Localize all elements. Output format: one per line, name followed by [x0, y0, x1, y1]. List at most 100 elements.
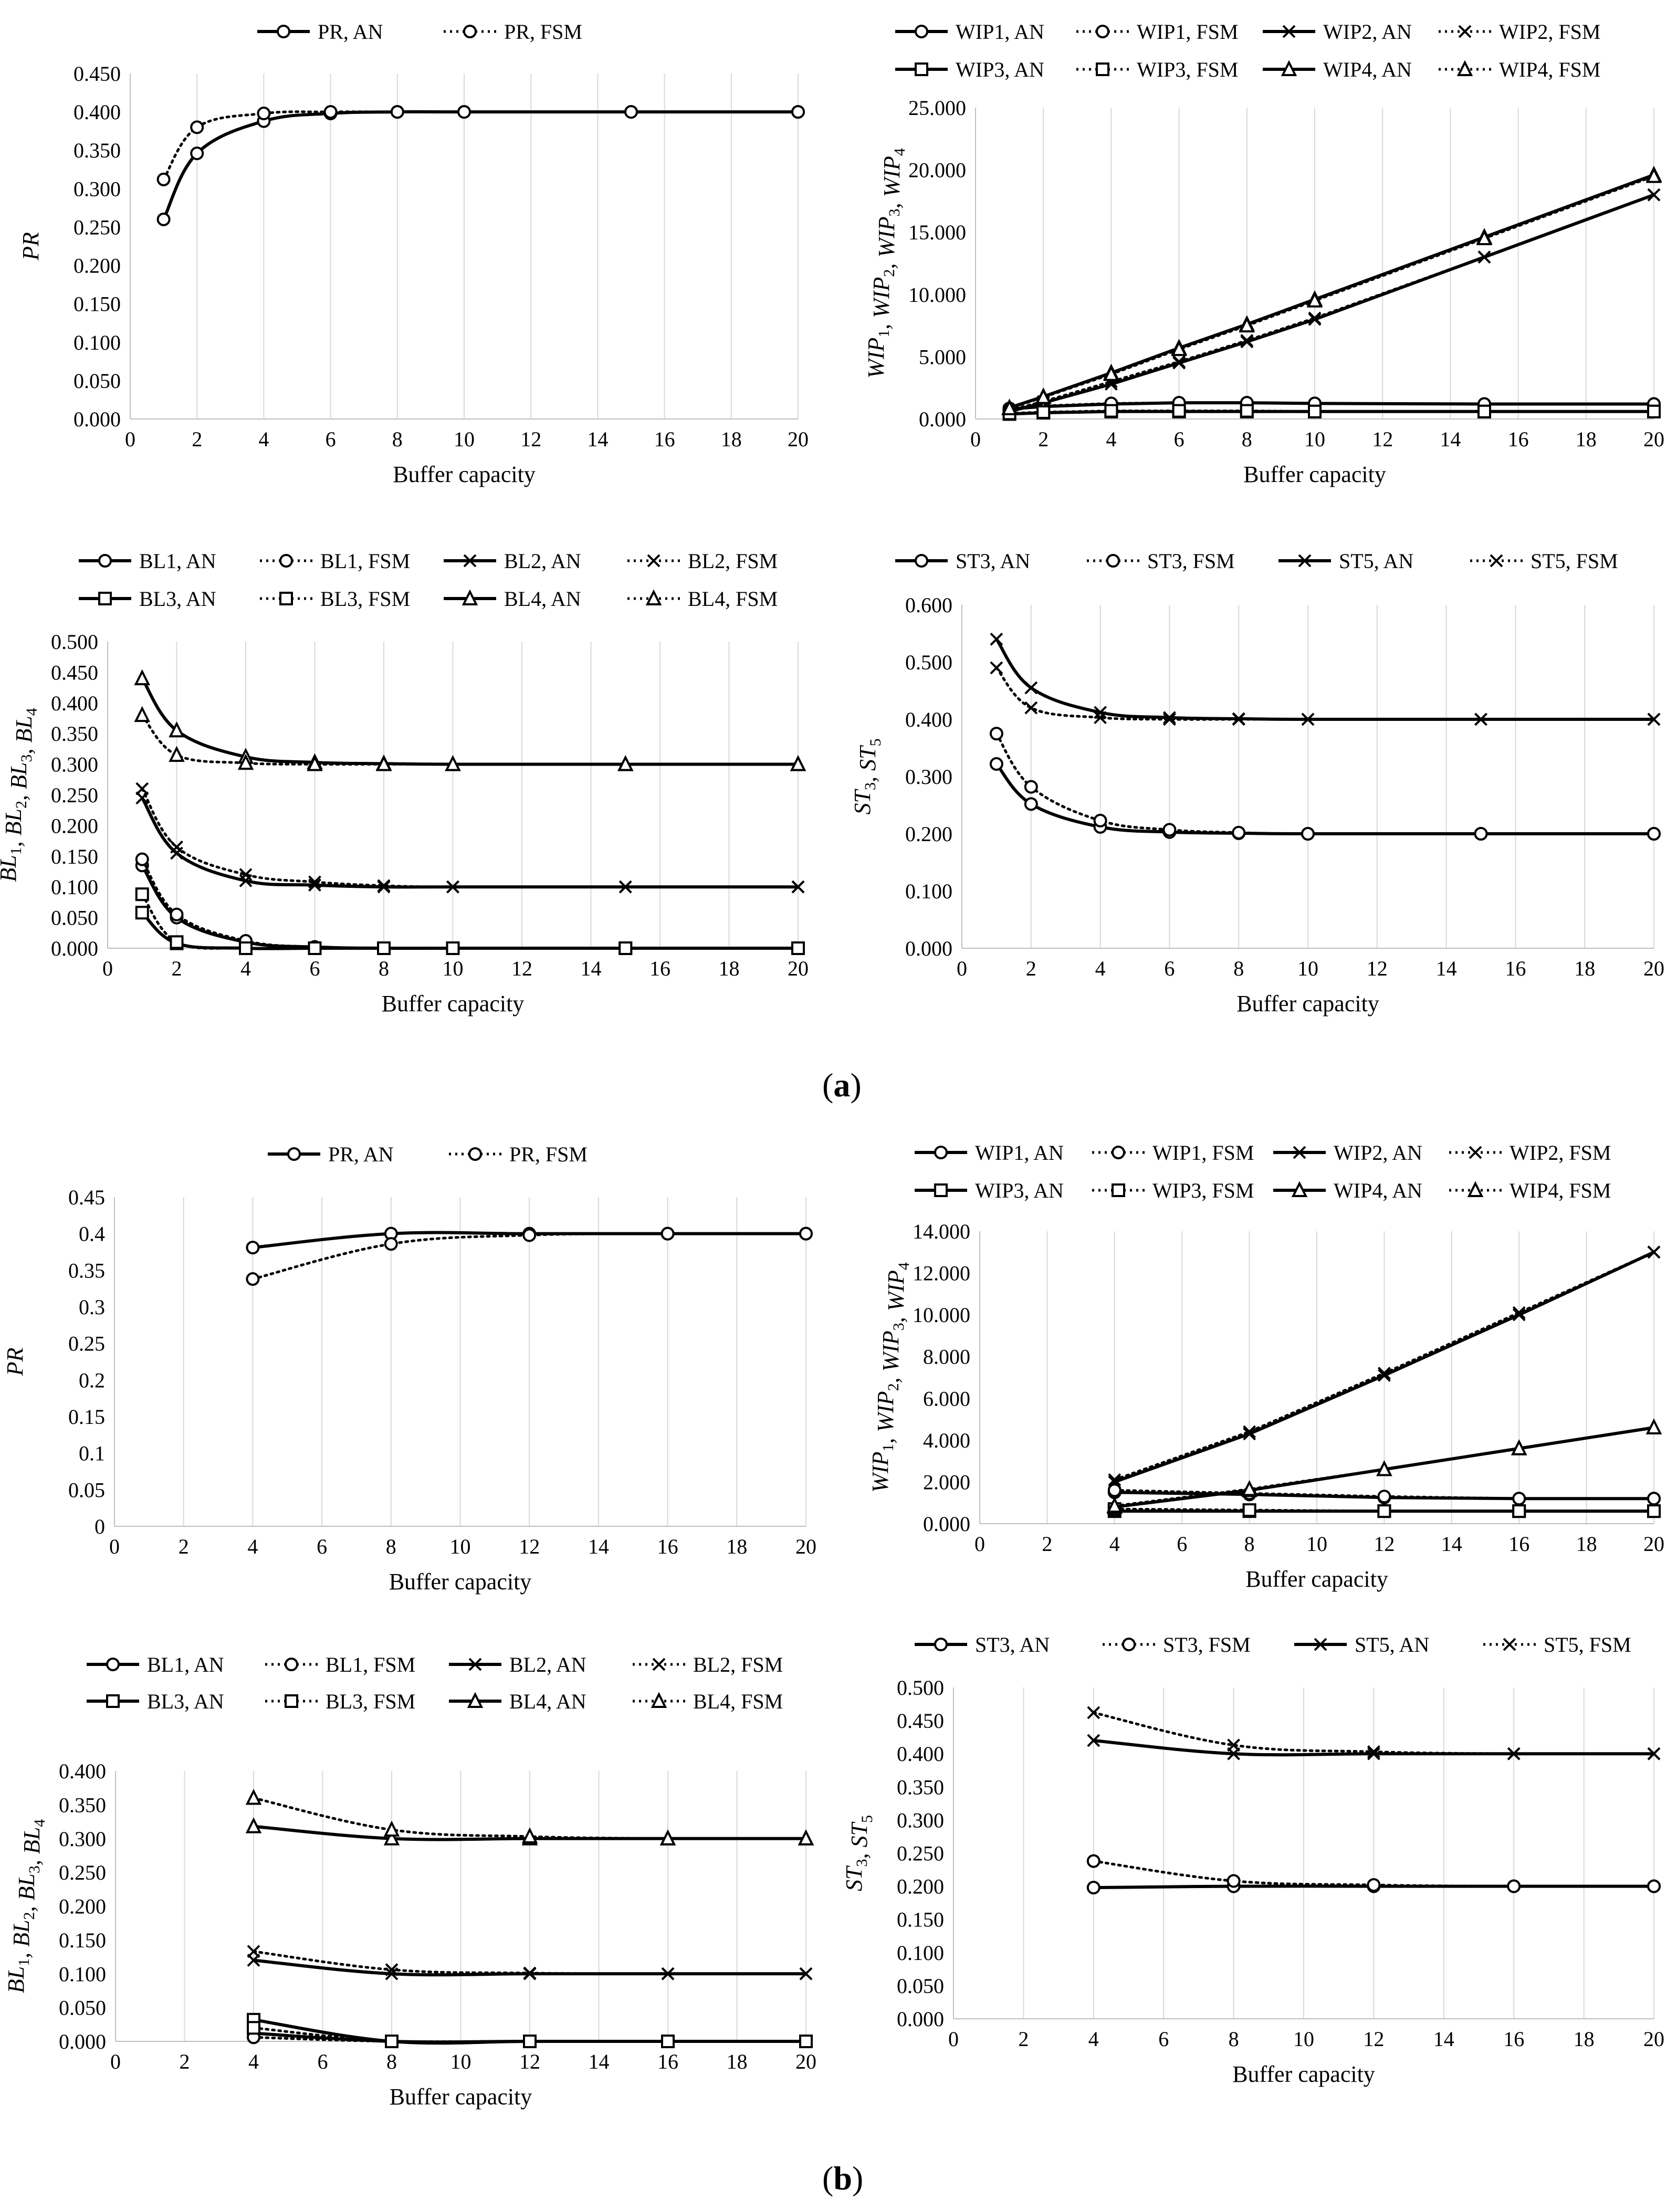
y-tick-label: 0.1: [79, 1442, 105, 1465]
data-point: [1474, 827, 1488, 841]
series-bl2-fsm: [135, 782, 805, 894]
legend-marker: [467, 1692, 484, 1708]
x-tick-label: 14: [588, 1535, 609, 1558]
data-point: [1036, 405, 1051, 419]
data-point: [624, 105, 638, 119]
data-point: [617, 755, 634, 771]
panel-label-b: (b): [822, 2159, 864, 2197]
x-tick-label: 6: [318, 2050, 328, 2073]
legend-item: WIP2, AN: [1263, 20, 1412, 44]
data-point: [245, 1789, 262, 1805]
legend-label: BL2, FSM: [688, 549, 778, 573]
legend-item: ST5, AN: [1294, 1633, 1429, 1657]
data-point: [989, 727, 1003, 741]
y-tick-label: 0.050: [74, 369, 121, 393]
legend-item: WIP3, AN: [915, 1179, 1064, 1202]
data-point: [377, 941, 391, 955]
x-tick-label: 14: [1433, 2027, 1454, 2051]
legend-marker: [279, 554, 293, 568]
data-point: [239, 868, 253, 882]
data-point: [1645, 166, 1662, 183]
legend-label: BL1, AN: [139, 549, 216, 573]
series-bl4-fsm: [134, 706, 806, 771]
y-axis-label: ST3, ST5: [841, 1815, 876, 1891]
legend-label: BL1, FSM: [320, 549, 410, 573]
x-tick-label: 20: [795, 1535, 816, 1558]
data-point: [798, 1829, 814, 1846]
data-point: [247, 1945, 260, 1958]
x-tick-label: 20: [1643, 1532, 1664, 1556]
data-point: [135, 782, 149, 795]
legend-marker: [463, 25, 477, 38]
y-axis-label: WIP1, WIP2, WIP3, WIP4: [867, 1262, 913, 1493]
data-point: [1476, 229, 1493, 246]
data-point: [385, 2035, 399, 2048]
legend-label: WIP3, AN: [956, 58, 1044, 81]
data-point: [989, 757, 1003, 771]
data-point: [791, 880, 805, 894]
legend-label: WIP1, AN: [975, 1141, 1064, 1165]
x-tick-label: 14: [1436, 957, 1457, 980]
data-point: [383, 1820, 400, 1837]
legend-item: WIP4, AN: [1263, 58, 1412, 81]
data-point: [1301, 712, 1315, 726]
data-point: [1239, 316, 1255, 333]
legend-label: WIP3, FSM: [1152, 1179, 1254, 1202]
data-point: [170, 935, 184, 949]
data-point: [1477, 404, 1491, 418]
x-tick-label: 16: [1505, 957, 1526, 980]
data-point: [384, 1237, 398, 1251]
y-tick-label: 0.000: [59, 2030, 106, 2053]
series-bl4-an: [134, 669, 806, 771]
data-point: [1376, 1460, 1392, 1476]
data-point: [239, 874, 253, 887]
series-bl3-fsm: [247, 2021, 813, 2048]
data-point: [1512, 1492, 1526, 1506]
y-tick-label: 6.000: [923, 1387, 970, 1410]
panel-label-a: (a): [822, 1066, 862, 1104]
legend-item: WIP3, FSM: [1092, 1179, 1254, 1202]
legend-marker: [915, 554, 928, 568]
x-tick-label: 12: [511, 957, 532, 980]
series-st5-an: [990, 632, 1661, 726]
x-tick-label: 10: [450, 1535, 471, 1558]
data-point: [523, 1966, 537, 1980]
x-tick-label: 0: [102, 957, 113, 980]
y-tick-label: 0.05: [68, 1478, 105, 1502]
y-tick-label: 0.000: [905, 937, 952, 960]
data-point: [1240, 334, 1254, 347]
chart-a-pr: 0 2 4 6 8 10 12 14 16 18 20 0.000 0.050 0.100 0.150 0.2…: [18, 20, 809, 487]
x-tick-label: 16: [657, 1535, 678, 1558]
series-pr-fsm: [156, 105, 805, 186]
legend: ST3, AN ST3, FSM ST5, AN ST5, FSM: [895, 549, 1618, 573]
series-bl2-an: [135, 791, 805, 894]
legend-marker: [468, 1147, 482, 1161]
y-tick-label: 0.450: [74, 62, 121, 86]
data-point: [1024, 780, 1038, 794]
legend-item: BL4, AN: [449, 1690, 586, 1713]
legend-marker: [279, 592, 293, 605]
legend-marker: [1503, 1638, 1516, 1651]
legend-marker: [934, 1183, 948, 1197]
x-tick-label: 10: [454, 427, 475, 451]
data-point: [1377, 1504, 1391, 1518]
x-tick-label: 4: [258, 427, 269, 451]
x-tick-label: 0: [970, 427, 981, 451]
x-tick-label: 4: [1088, 2027, 1099, 2051]
legend-marker: [277, 25, 290, 38]
x-tick-label: 0: [957, 957, 967, 980]
x-tick-label: 2: [1018, 2027, 1029, 2051]
legend-item: PR, AN: [257, 20, 383, 44]
series-st3-fsm: [989, 727, 1661, 841]
legend-marker: [915, 25, 928, 38]
chart-b-pr: 0 2 4 6 8 10 12 14 16 18 20 0 0.05 0.1 0.15 0.2 0.25 0.3 0…: [2, 1142, 816, 1595]
data-point: [383, 1829, 400, 1846]
legend-marker: [934, 1146, 948, 1159]
y-tick-label: 0.25: [68, 1332, 105, 1356]
legend: WIP1, AN WIP1, FSM WIP2, AN WIP2, FSM WIP3, …: [915, 1141, 1611, 1202]
y-tick-label: 0.300: [897, 1808, 944, 1832]
legend-label: PR, AN: [318, 20, 383, 44]
legend-item: WIP2, FSM: [1449, 1141, 1611, 1165]
x-tick-label: 20: [788, 957, 809, 980]
legend-label: PR, FSM: [504, 20, 582, 44]
